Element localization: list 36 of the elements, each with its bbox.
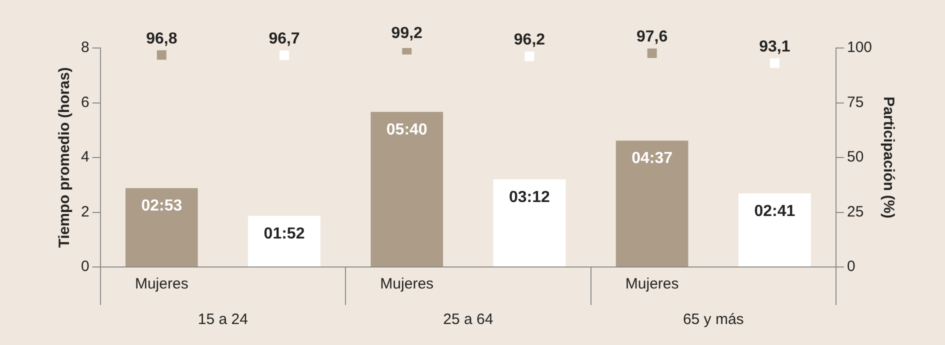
- data-label: 97,6: [636, 28, 668, 46]
- y-tick-label: 0: [81, 258, 90, 276]
- x-tick-label: 25 a 64: [443, 311, 494, 328]
- data-label: 05:40: [386, 121, 428, 138]
- bar: [125, 188, 198, 266]
- data-label: 96,7: [268, 30, 300, 48]
- y2-tick-label: 0: [846, 258, 856, 276]
- data-label: 01:52: [264, 225, 305, 242]
- y2-tick-label: 50: [846, 148, 864, 166]
- x-tick-label: 65 y más: [682, 311, 744, 328]
- bar: [616, 140, 688, 266]
- y2-tick-label: 75: [846, 94, 864, 111]
- y-tick-label: 8: [81, 39, 90, 56]
- text: Mujeres: [625, 276, 679, 293]
- x-tick-label: 15 a 24: [198, 311, 248, 328]
- text: Mujeres: [380, 276, 434, 293]
- data-label: 96,2: [514, 32, 546, 49]
- y-tick-label: 2: [81, 203, 90, 220]
- data-label: 02:41: [754, 202, 796, 220]
- y2-axis-title: Participación (%): [880, 96, 897, 218]
- series-label: Mujeres: [134, 276, 188, 293]
- y-axis-title: Tiempo promedio (horas): [56, 67, 74, 248]
- data-label: 04:37: [632, 150, 673, 168]
- bar: [493, 179, 566, 266]
- y2-tick-label: 100: [846, 39, 872, 56]
- y-tick-label: 6: [81, 94, 90, 111]
- data-label: 02:53: [141, 197, 182, 214]
- y-tick-label: 4: [81, 148, 90, 166]
- bar: [370, 112, 444, 266]
- data-label: 03:12: [509, 188, 550, 206]
- bar: [248, 216, 320, 266]
- data-label: 93,1: [759, 38, 790, 56]
- data-label: 99,2: [391, 25, 423, 42]
- y2-tick-label: 25: [846, 203, 864, 220]
- bar: [738, 194, 811, 266]
- data-label: 96,8: [146, 30, 178, 48]
